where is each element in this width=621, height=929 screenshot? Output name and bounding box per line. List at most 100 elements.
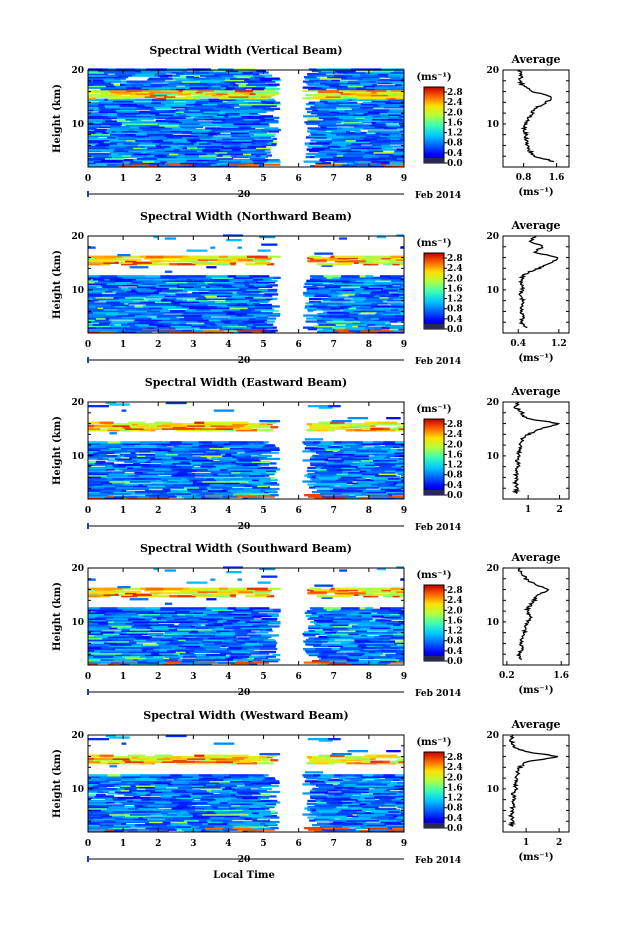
heatmap-streak	[99, 320, 112, 323]
y-axis-label: Height (km)	[52, 416, 63, 485]
heatmap-streak	[192, 814, 210, 818]
heatmap-streak	[166, 480, 178, 483]
heatmap-streak	[322, 811, 337, 815]
heatmap-streak	[236, 638, 245, 642]
heatmap-streak	[374, 644, 383, 648]
heatmap-streak	[207, 619, 218, 622]
heatmap-streak	[88, 321, 99, 325]
heatmap-streak	[386, 628, 394, 631]
heatmap-streak	[103, 632, 120, 636]
heatmap-streak	[226, 118, 236, 121]
heatmap-streak	[381, 95, 401, 98]
heatmap-streak	[92, 620, 108, 624]
heatmap-streak	[88, 287, 108, 290]
heatmap-streak	[177, 466, 192, 470]
heatmap-streak	[182, 643, 204, 646]
heatmap-streak	[88, 497, 105, 500]
heatmap-streak	[306, 122, 328, 126]
heatmap-streak	[254, 477, 262, 480]
heatmap-streak	[226, 121, 238, 124]
heatmap-streak	[95, 305, 110, 308]
colorbar	[423, 86, 445, 164]
heatmap-streak	[108, 805, 125, 809]
heatmap-streak	[243, 487, 261, 491]
heatmap-streak	[326, 152, 332, 156]
heatmap-streak	[357, 257, 367, 260]
heatmap-streak	[260, 109, 270, 112]
heatmap-streak	[305, 155, 310, 159]
heatmap-streak	[401, 134, 404, 138]
heatmap-streak	[331, 306, 344, 310]
heatmap-streak	[386, 454, 394, 458]
heatmap-streak	[121, 629, 138, 633]
heatmap-streak	[216, 457, 230, 461]
heatmap-streak	[122, 616, 139, 619]
heatmap-streak	[375, 131, 381, 135]
heatmap-streak	[233, 427, 253, 430]
heatmap-streak	[88, 660, 94, 663]
heatmap-streak	[342, 489, 363, 492]
heatmap-streak	[88, 495, 107, 498]
heatmap-streak	[247, 634, 262, 637]
heatmap-streak	[167, 611, 178, 614]
heatmap-streak	[184, 287, 194, 290]
heatmap-streak	[251, 104, 260, 107]
heatmap-streak	[166, 813, 178, 816]
heatmap-streak	[359, 466, 382, 470]
heatmap-streak	[347, 284, 353, 287]
heatmap-streak	[238, 125, 252, 129]
heatmap-streak	[318, 151, 327, 154]
heatmap-streak	[222, 454, 236, 458]
heatmap-streak	[207, 466, 212, 470]
heatmap-streak	[204, 474, 214, 477]
heatmap-streak	[398, 119, 404, 122]
heatmap-streak	[88, 810, 107, 813]
heatmap-streak	[366, 456, 379, 459]
heatmap-streak	[359, 657, 368, 660]
heatmap-streak	[309, 457, 328, 461]
heatmap-streak	[376, 429, 396, 432]
heatmap-streak	[136, 456, 155, 459]
heatmap-streak	[392, 263, 400, 266]
heatmap-streak	[168, 83, 190, 86]
heatmap-streak	[200, 644, 222, 648]
heatmap-streak	[217, 260, 230, 263]
heatmap-streak	[199, 658, 213, 661]
heatmap-streak	[312, 284, 335, 287]
heatmap-streak	[92, 82, 112, 85]
heatmap-streak	[223, 494, 233, 497]
heatmap-streak	[160, 76, 169, 79]
heatmap-streak	[94, 625, 112, 628]
heatmap-streak	[179, 258, 190, 261]
heatmap-streak	[88, 637, 103, 640]
heatmap-streak	[99, 94, 117, 97]
x-tick-label: 1	[120, 672, 126, 682]
heatmap-streak	[362, 805, 379, 809]
heatmap-streak	[106, 474, 128, 477]
heatmap-streak	[194, 421, 205, 424]
heatmap-streak	[319, 159, 339, 162]
heatmap-streak	[88, 104, 105, 107]
heatmap-streak	[259, 288, 268, 292]
heatmap-field	[88, 401, 404, 500]
heatmap-streak	[182, 329, 193, 332]
heatmap-streak	[174, 279, 194, 282]
heatmap-streak	[176, 275, 188, 278]
average-profile-line	[515, 567, 550, 661]
heatmap-streak	[325, 423, 342, 426]
heatmap-streak	[259, 423, 267, 426]
heatmap-streak	[331, 617, 351, 620]
heatmap-streak	[268, 159, 280, 162]
heatmap-streak	[307, 308, 317, 311]
heatmap-streak	[318, 453, 334, 456]
heatmap-streak	[122, 137, 137, 141]
heatmap-streak	[136, 331, 153, 334]
heatmap-streak	[370, 305, 391, 308]
heatmap-streak	[104, 486, 116, 489]
heatmap-streak	[353, 441, 363, 444]
heatmap-streak	[381, 649, 397, 652]
heatmap-streak	[356, 98, 377, 101]
heatmap-streak	[169, 263, 177, 266]
colorbar-tick-label: 1.6	[447, 118, 463, 128]
heatmap-streak	[364, 587, 372, 590]
